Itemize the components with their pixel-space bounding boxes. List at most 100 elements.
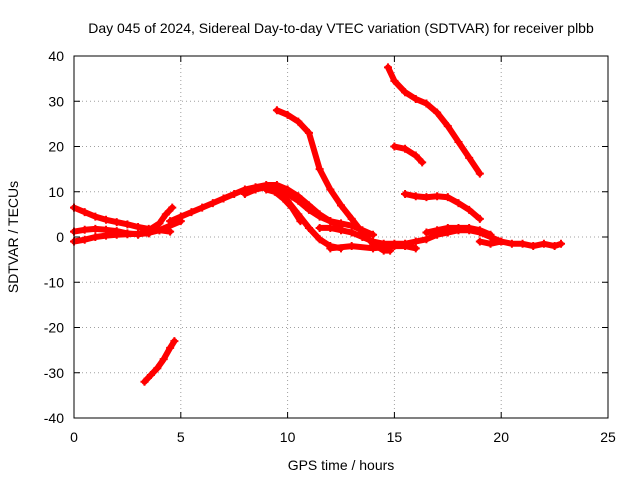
data-point	[497, 237, 506, 246]
y-tick-label: 10	[48, 184, 64, 200]
data-point	[465, 205, 474, 214]
series-track-j	[272, 106, 395, 255]
data-point	[134, 223, 143, 232]
data-point	[401, 190, 410, 199]
data-point	[337, 226, 345, 235]
data-point	[347, 242, 356, 251]
data-point	[304, 128, 313, 137]
data-point	[80, 235, 89, 244]
x-tick-label: 0	[70, 429, 78, 445]
data-point	[315, 212, 324, 221]
series-track-q	[475, 237, 566, 251]
data-point	[369, 237, 378, 246]
data-point	[176, 212, 185, 221]
data-point	[475, 169, 484, 178]
data-point	[418, 158, 427, 167]
data-point	[433, 108, 442, 117]
series-track-m	[383, 63, 484, 178]
data-point	[443, 193, 452, 202]
data-point	[557, 239, 566, 248]
x-tick-label: 5	[177, 429, 185, 445]
data-point	[443, 122, 452, 131]
data-point	[91, 233, 100, 241]
data-point	[262, 185, 271, 194]
data-point	[272, 106, 281, 115]
data-point	[369, 244, 378, 253]
data-point	[230, 190, 239, 199]
series-track-i	[262, 185, 305, 226]
y-tick-label: 40	[48, 48, 64, 64]
data-point	[529, 242, 538, 251]
y-tick-label: -30	[44, 365, 64, 381]
data-point	[304, 223, 313, 232]
data-point	[326, 185, 335, 194]
data-point	[80, 225, 89, 234]
data-point	[198, 203, 207, 212]
data-point	[240, 190, 249, 199]
data-point	[401, 144, 410, 153]
data-point	[326, 223, 335, 232]
data-point	[146, 371, 155, 380]
data-point	[155, 226, 164, 235]
data-point	[112, 230, 121, 239]
data-point	[159, 355, 168, 364]
data-point	[166, 343, 175, 352]
data-point	[315, 235, 324, 244]
series-track-d	[140, 337, 179, 386]
data-point	[475, 214, 484, 223]
data-point	[270, 187, 279, 196]
data-point	[411, 244, 420, 253]
data-point	[411, 237, 420, 246]
data-point	[251, 185, 260, 194]
y-tick-label: -10	[44, 274, 64, 290]
data-point	[358, 233, 367, 241]
data-point	[315, 165, 324, 174]
data-point	[155, 219, 164, 228]
series-line	[391, 143, 426, 166]
data-point	[279, 194, 288, 203]
data-point	[486, 239, 495, 248]
data-point	[465, 153, 474, 162]
y-tick-label: 30	[48, 93, 64, 109]
data-point	[433, 192, 442, 201]
data-point	[390, 242, 399, 251]
data-point	[91, 212, 100, 221]
series-track-e	[134, 203, 177, 239]
data-point	[454, 137, 463, 146]
data-point	[422, 193, 431, 202]
x-tick-label: 25	[600, 429, 616, 445]
data-point	[304, 205, 313, 214]
grid-layer	[74, 56, 608, 418]
data-point	[454, 223, 463, 232]
data-point	[422, 235, 431, 244]
y-axis-title: SDTVAR / TECUs	[5, 181, 21, 293]
data-point	[153, 364, 162, 373]
data-point	[422, 228, 431, 237]
data-point	[294, 196, 303, 205]
data-point	[123, 220, 132, 229]
data-point	[337, 219, 345, 228]
data-point	[539, 239, 548, 248]
data-point	[283, 190, 292, 199]
data-point	[170, 337, 179, 346]
data-point	[219, 194, 228, 203]
data-point	[443, 223, 452, 232]
data-point	[208, 199, 217, 208]
y-tick-label: -40	[44, 410, 64, 426]
series-track-l	[326, 242, 420, 253]
data-point	[475, 226, 484, 235]
data-point	[411, 151, 420, 160]
x-tick-label: 20	[493, 429, 509, 445]
data-point	[187, 208, 196, 217]
y-tick-label: 20	[48, 139, 64, 155]
data-point	[102, 215, 111, 224]
data-point	[507, 239, 516, 248]
data-point	[465, 223, 474, 232]
data-point	[287, 203, 296, 212]
data-point	[347, 228, 356, 237]
series-track-o	[401, 190, 484, 223]
data-point	[390, 76, 399, 85]
data-point	[411, 192, 420, 201]
data-point	[454, 199, 463, 208]
